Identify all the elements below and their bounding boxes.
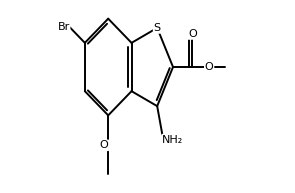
Text: O: O bbox=[205, 62, 214, 72]
Text: S: S bbox=[154, 23, 161, 33]
Text: NH₂: NH₂ bbox=[162, 135, 183, 145]
Text: Br: Br bbox=[58, 22, 70, 32]
Text: O: O bbox=[188, 29, 197, 39]
Text: O: O bbox=[99, 140, 108, 150]
